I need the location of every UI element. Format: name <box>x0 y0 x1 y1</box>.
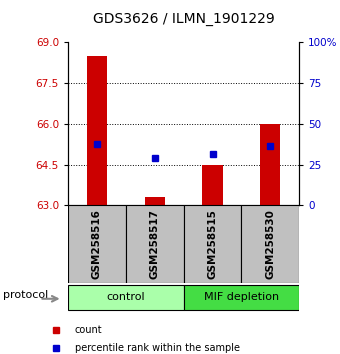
Text: GSM258517: GSM258517 <box>150 209 160 279</box>
FancyBboxPatch shape <box>126 205 184 283</box>
Text: GDS3626 / ILMN_1901229: GDS3626 / ILMN_1901229 <box>93 12 274 27</box>
Text: control: control <box>106 292 145 302</box>
Text: GSM258515: GSM258515 <box>207 209 218 279</box>
FancyBboxPatch shape <box>241 205 299 283</box>
Text: GSM258516: GSM258516 <box>92 209 102 279</box>
Bar <box>144 197 165 205</box>
FancyBboxPatch shape <box>68 205 299 283</box>
Text: protocol: protocol <box>3 290 49 299</box>
FancyBboxPatch shape <box>68 205 126 283</box>
Text: percentile rank within the sample: percentile rank within the sample <box>75 343 240 353</box>
FancyBboxPatch shape <box>184 285 299 310</box>
Bar <box>260 124 280 205</box>
FancyBboxPatch shape <box>184 205 241 283</box>
Bar <box>87 56 107 205</box>
Bar <box>202 165 223 205</box>
Text: count: count <box>75 325 102 335</box>
Text: GSM258530: GSM258530 <box>265 209 275 279</box>
Text: MIF depletion: MIF depletion <box>204 292 279 302</box>
FancyBboxPatch shape <box>68 285 184 310</box>
